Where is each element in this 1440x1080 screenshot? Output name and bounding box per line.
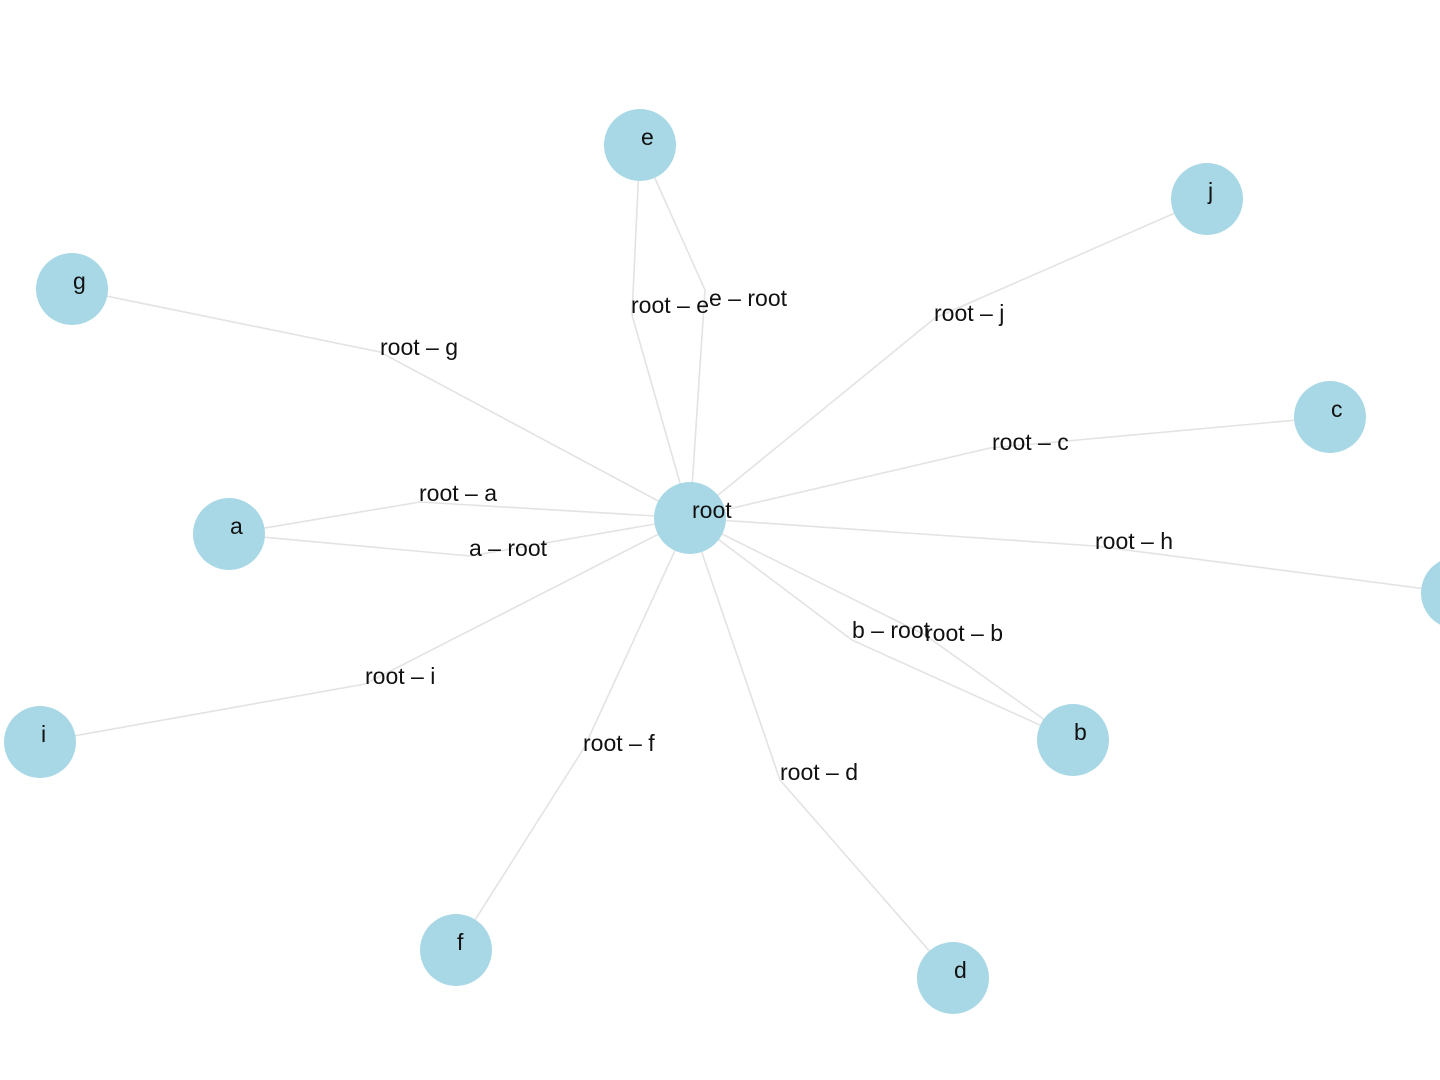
- edge-label: root – b: [925, 620, 1003, 646]
- node-g[interactable]: g: [36, 253, 108, 325]
- node-label: a: [230, 513, 243, 539]
- node-j[interactable]: j: [1171, 163, 1243, 235]
- edge-label: root – a: [419, 480, 497, 506]
- edge-label: b – root: [852, 617, 931, 643]
- edge-label: a – root: [469, 535, 548, 561]
- node-label: b: [1074, 719, 1087, 745]
- edge-label: root – c: [992, 429, 1069, 455]
- node-root[interactable]: root: [654, 482, 732, 554]
- edge-root-h: [689, 517, 1440, 592]
- edge-root-a: [228, 501, 691, 535]
- edge-label: root – f: [583, 730, 655, 756]
- node-f[interactable]: f: [420, 914, 492, 986]
- edge-root-g: [71, 288, 691, 519]
- node-b[interactable]: b: [1037, 704, 1109, 776]
- node-label: e: [641, 124, 654, 150]
- edge-label: root – e: [631, 292, 709, 318]
- edge-root-e: [631, 144, 691, 519]
- node-circle: [654, 482, 726, 554]
- edge-e-root: [639, 144, 706, 519]
- edge-root-b: [689, 517, 1074, 741]
- node-a[interactable]: a: [193, 498, 265, 570]
- edge-label: e – root: [709, 285, 788, 311]
- node-label: f: [457, 929, 464, 955]
- edge-root-c: [689, 416, 1331, 519]
- node-h[interactable]: h: [1421, 557, 1440, 629]
- node-circle: [420, 914, 492, 986]
- edge-label: root – j: [934, 300, 1004, 326]
- node-label: g: [73, 268, 86, 294]
- node-label: i: [41, 721, 46, 747]
- edge-label: root – h: [1095, 528, 1173, 554]
- node-circle: [36, 253, 108, 325]
- node-d[interactable]: d: [917, 942, 989, 1014]
- edge-root-j: [689, 198, 1208, 519]
- node-circle: [917, 942, 989, 1014]
- node-label: c: [1331, 396, 1343, 422]
- edge-b-root: [689, 517, 1074, 741]
- node-circle: [1171, 163, 1243, 235]
- node-label: j: [1207, 178, 1213, 204]
- node-circle: [1421, 561, 1440, 625]
- edge-root-f: [455, 517, 691, 951]
- node-e[interactable]: e: [604, 109, 676, 181]
- node-label: root: [692, 497, 732, 523]
- node-c[interactable]: c: [1294, 381, 1366, 453]
- node-circle: [604, 109, 676, 181]
- edge-label: root – i: [365, 663, 435, 689]
- node-circle: [193, 498, 265, 570]
- node-label: d: [954, 957, 967, 983]
- node-circle: [1037, 704, 1109, 776]
- node-circle: [1294, 381, 1366, 453]
- edge-label: root – d: [780, 759, 858, 785]
- node-circle: [4, 706, 76, 778]
- edge-label: root – g: [380, 334, 458, 360]
- edge-a-root: [228, 517, 691, 557]
- edge-root-d: [689, 517, 954, 979]
- edge-root-i: [39, 517, 691, 743]
- node-i[interactable]: i: [4, 706, 76, 778]
